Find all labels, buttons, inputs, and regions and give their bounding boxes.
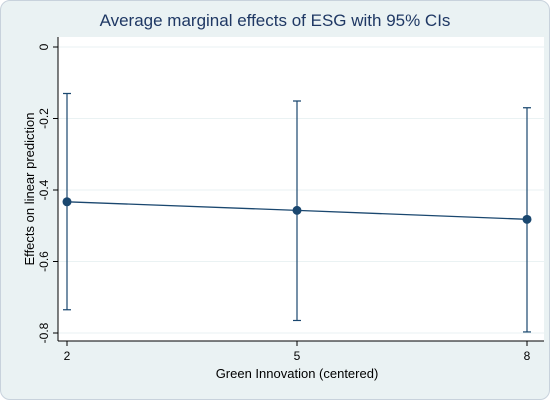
- data-point: [522, 214, 532, 224]
- y-tick-label: -0.6: [37, 251, 51, 272]
- chart-title: Average marginal effects of ESG with 95%…: [100, 11, 451, 30]
- x-tick-label: 5: [294, 349, 301, 363]
- y-tick-label: 0: [37, 43, 51, 50]
- x-axis-title: Green Innovation (centered): [216, 366, 379, 381]
- y-tick-label: -0.2: [37, 108, 51, 129]
- y-tick-label: -0.8: [37, 322, 51, 343]
- y-axis: 0 -0.2 -0.4 -0.6 -0.8: [37, 37, 59, 343]
- y-tick-label: -0.4: [37, 179, 51, 200]
- x-tick-label: 2: [64, 349, 71, 363]
- series-layer: [62, 197, 532, 224]
- x-axis: 2 5 8: [58, 340, 544, 363]
- data-point: [62, 197, 72, 207]
- grid-lines: [58, 46, 544, 334]
- x-tick-label: 8: [524, 349, 531, 363]
- data-point: [292, 205, 302, 215]
- plot-area: [58, 37, 544, 341]
- y-axis-title: Effects on linear prediction: [22, 113, 37, 266]
